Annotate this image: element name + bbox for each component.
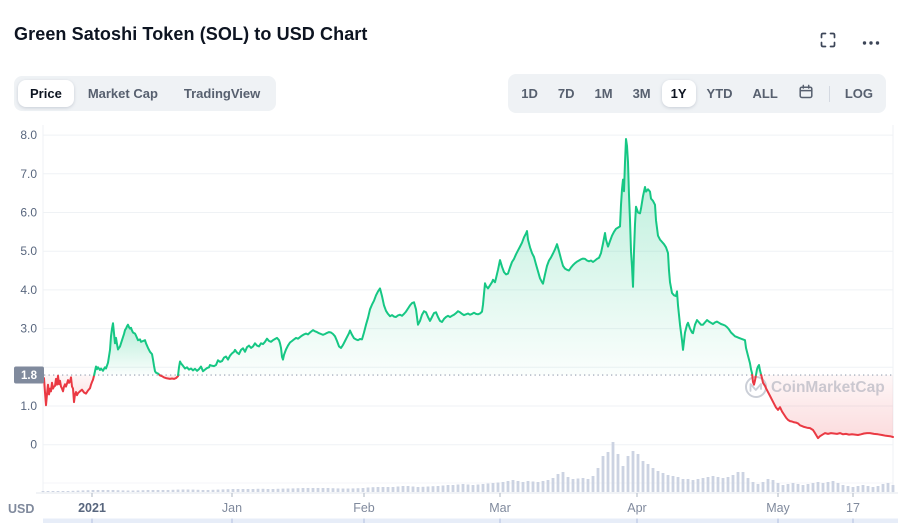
y-axis-label: 3.0 [20, 322, 37, 336]
view-toggle-group: Price Market Cap TradingView [14, 76, 277, 111]
view-tab-market-cap[interactable]: Market Cap [76, 80, 170, 107]
range-button-7d[interactable]: 7D [549, 80, 584, 107]
x-axis-label: Jan [222, 501, 242, 515]
y-axis-label: 7.0 [20, 167, 37, 181]
page-title: Green Satoshi Token (SOL) to USD Chart [14, 24, 368, 44]
range-button-ytd[interactable]: YTD [698, 80, 742, 107]
x-axis-label: Feb [353, 501, 375, 515]
y-axis-title: USD [8, 502, 34, 516]
x-axis-label: Apr [627, 501, 646, 515]
svg-text:1.8: 1.8 [21, 370, 38, 382]
chart-toolbar: Price Market Cap TradingView 1D 7D 1M 3M… [14, 74, 886, 113]
x-axis: 2021 Jan Feb Mar Apr May 17 [36, 492, 898, 515]
range-button-all[interactable]: ALL [744, 80, 787, 107]
y-axis-label: 6.0 [20, 206, 37, 220]
range-button-1m[interactable]: 1M [586, 80, 622, 107]
gridlines [42, 125, 894, 493]
x-axis-label: May [766, 501, 790, 515]
svg-text:CoinMarketCap: CoinMarketCap [771, 379, 885, 396]
y-axis-label: 1.0 [20, 399, 37, 413]
y-axis-labels: 0 1.0 3.0 4.0 5.0 6.0 7.0 8.0 USD [8, 128, 37, 516]
log-scale-button[interactable]: LOG [836, 80, 882, 107]
calendar-icon [798, 84, 814, 103]
range-button-3m[interactable]: 3M [624, 80, 660, 107]
x-axis-label: 2021 [78, 501, 106, 515]
chart-header: Green Satoshi Token (SOL) to USD Chart [0, 0, 898, 62]
x-axis-label: 17 [846, 501, 860, 515]
y-axis-label: 5.0 [20, 244, 37, 258]
calendar-button[interactable] [789, 78, 823, 109]
volume-bars [41, 442, 895, 492]
fullscreen-icon [820, 32, 836, 51]
y-axis-label: 4.0 [20, 283, 37, 297]
y-axis-label: 8.0 [20, 128, 37, 142]
range-slider-strip[interactable] [43, 518, 898, 523]
view-tab-tradingview[interactable]: TradingView [172, 80, 272, 107]
header-controls [818, 30, 882, 53]
range-button-1d[interactable]: 1D [512, 80, 547, 107]
ellipsis-icon [862, 34, 880, 49]
current-price-badge: 1.8 [14, 366, 44, 384]
y-axis-label: 0 [30, 438, 37, 452]
view-tab-price[interactable]: Price [18, 80, 74, 107]
toolbar-divider [828, 85, 830, 102]
range-button-1y[interactable]: 1Y [661, 80, 696, 107]
fullscreen-button[interactable] [818, 30, 838, 53]
x-axis-label: Mar [489, 501, 511, 515]
price-area-fills [44, 139, 893, 439]
price-line [43, 138, 894, 440]
range-toggle-group: 1D 7D 1M 3M 1Y YTD ALL LOG [508, 74, 886, 113]
more-options-button[interactable] [860, 32, 882, 51]
